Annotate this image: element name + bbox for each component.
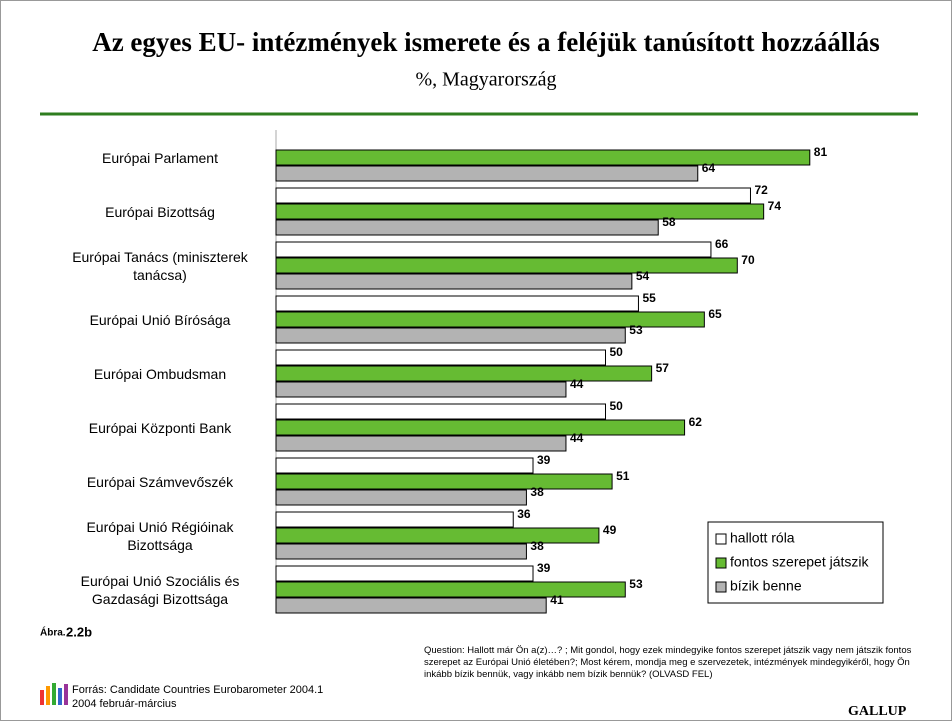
bar (275, 311, 705, 328)
bar (275, 149, 811, 166)
brand: GALLUP (848, 704, 907, 719)
bar (275, 565, 534, 582)
category-label: Európai Unió Bírósága (89, 311, 231, 328)
legend-box (707, 521, 884, 604)
legend-label: bízik benne (730, 578, 802, 594)
bar (275, 295, 639, 312)
chart-subtitle: %, Magyarország (415, 69, 556, 91)
value-label: 50 (610, 345, 624, 359)
bar (275, 327, 626, 344)
value-label: 64 (702, 161, 716, 175)
value-label: 62 (689, 415, 703, 429)
source-line: Forrás: Candidate Countries Eurobaromete… (72, 684, 324, 696)
value-label: 51 (616, 469, 630, 483)
legend-swatch (715, 557, 727, 569)
bar (275, 581, 626, 598)
value-label: 36 (517, 507, 531, 521)
bar (275, 597, 547, 614)
logo (40, 683, 68, 705)
bar (275, 419, 686, 436)
figure-number: 2.2b (66, 624, 92, 639)
chart-title: Az egyes EU- intézmények ismerete és a f… (92, 27, 880, 57)
category-label: Európai Számvevőszék (86, 473, 234, 490)
category-label: Európai Központi Bank (88, 419, 232, 436)
bar (275, 241, 712, 258)
category-label: Európai Unió Régióinak Bizottsága (86, 518, 234, 553)
bar (275, 473, 613, 490)
category-label: Európai Unió Szociális és Gazdasági Bizo… (80, 572, 240, 607)
source-line: 2004 február-március (72, 698, 177, 710)
bar (275, 527, 600, 544)
legend-label: fontos szerepet játszik (730, 554, 870, 570)
value-label: 74 (768, 199, 782, 213)
value-label: 44 (570, 431, 584, 445)
bar (275, 203, 765, 220)
bar (275, 365, 653, 382)
value-label: 53 (629, 577, 643, 591)
bar (275, 165, 699, 182)
category-label: Európai Ombudsman (93, 365, 227, 382)
value-label: 49 (603, 523, 617, 537)
value-label: 66 (715, 237, 729, 251)
value-label: 54 (636, 269, 650, 283)
value-label: 65 (708, 307, 722, 321)
value-label: 81 (814, 145, 828, 159)
value-label: 58 (662, 215, 676, 229)
category-label: Európai Parlament (102, 149, 218, 166)
value-label: 44 (570, 377, 584, 391)
value-label: 50 (610, 399, 624, 413)
value-label: 53 (629, 323, 643, 337)
value-label: 39 (537, 453, 551, 467)
value-label: 38 (530, 539, 544, 553)
value-label: 55 (642, 291, 656, 305)
bar (275, 435, 567, 452)
value-label: 39 (537, 561, 551, 575)
bar (275, 381, 567, 398)
category-label: Európai Bizottság (105, 203, 215, 220)
value-label: 72 (754, 183, 768, 197)
bar (275, 489, 527, 506)
bar (275, 219, 659, 236)
bar (275, 403, 606, 420)
category-label: Európai Tanács (miniszterek tanácsa) (72, 248, 248, 283)
bar (275, 273, 633, 290)
bar (275, 257, 738, 274)
bar (275, 187, 751, 204)
bar (275, 511, 514, 528)
value-label: 38 (530, 485, 544, 499)
bar (275, 457, 534, 474)
question: Question: Hallott már Ön a(z)…? ; Mit go… (424, 645, 912, 680)
legend-swatch (715, 533, 727, 545)
figure-label: Ábra. (40, 626, 66, 639)
value-label: 57 (656, 361, 670, 375)
value-label: 70 (741, 253, 755, 267)
bar (275, 349, 606, 366)
value-label: 41 (550, 593, 564, 607)
legend-swatch (715, 581, 727, 593)
bar (275, 543, 527, 560)
legend-label: hallott róla (730, 530, 795, 546)
